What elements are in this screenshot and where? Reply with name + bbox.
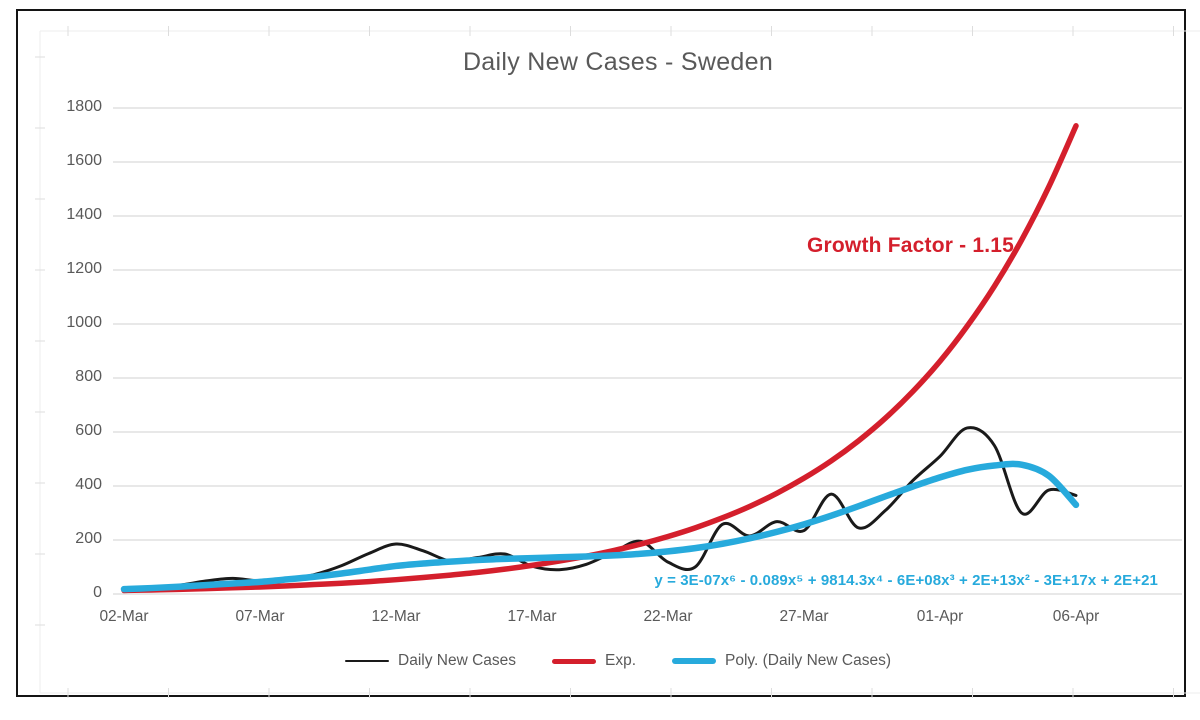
x-axis-label: 02-Mar bbox=[99, 608, 149, 625]
series-line-2 bbox=[120, 460, 1080, 593]
growth-factor-annotation: Growth Factor - 1.15 bbox=[807, 234, 1015, 257]
series-line-0 bbox=[122, 426, 1078, 591]
legend-line-swatch-blue bbox=[672, 658, 717, 664]
legend-label: Poly. (Daily New Cases) bbox=[725, 652, 891, 669]
y-axis-label: 1200 bbox=[66, 260, 102, 277]
legend-item-daily-new-cases: Daily New Cases bbox=[345, 652, 516, 670]
x-axis-label: 17-Mar bbox=[507, 608, 557, 625]
legend: Daily New Cases Exp. Poly. (Daily New Ca… bbox=[18, 652, 1200, 670]
trendline-equation: y = 3E-07x⁶ - 0.089x⁵ + 9814.3x⁴ - 6E+08… bbox=[654, 572, 1158, 589]
y-axis-label: 1800 bbox=[66, 98, 102, 115]
legend-label: Daily New Cases bbox=[398, 652, 517, 669]
x-axis-label: 22-Mar bbox=[643, 608, 693, 625]
legend-label: Exp. bbox=[605, 652, 637, 669]
legend-item-exp: Exp. bbox=[552, 652, 636, 670]
x-axis-label: 27-Mar bbox=[779, 608, 829, 625]
y-axis-label: 0 bbox=[93, 584, 102, 601]
legend-line-swatch-black bbox=[345, 659, 389, 663]
legend-line-swatch-red bbox=[552, 658, 597, 664]
x-axis-label: 07-Mar bbox=[235, 608, 285, 625]
y-axis-label: 600 bbox=[75, 422, 102, 439]
y-axis-label: 800 bbox=[75, 368, 102, 385]
x-axis-label: 06-Apr bbox=[1052, 608, 1100, 625]
y-axis-label: 1400 bbox=[66, 206, 102, 223]
chart-title: Daily New Cases - Sweden bbox=[462, 48, 774, 76]
series-line-1 bbox=[121, 123, 1079, 594]
y-axis-label: 200 bbox=[75, 530, 102, 547]
chart-frame: Daily New Cases - Sweden 0 200 400 600 800 10… bbox=[16, 9, 1200, 698]
x-axis-label: 01-Apr bbox=[916, 608, 964, 625]
legend-item-poly: Poly. (Daily New Cases) bbox=[672, 652, 891, 670]
y-axis-label: 1000 bbox=[66, 314, 102, 331]
y-axis-label: 1600 bbox=[66, 152, 102, 169]
x-axis-label: 12-Mar bbox=[371, 608, 421, 625]
y-axis-label: 400 bbox=[75, 476, 102, 493]
plot-area bbox=[35, 26, 1200, 698]
